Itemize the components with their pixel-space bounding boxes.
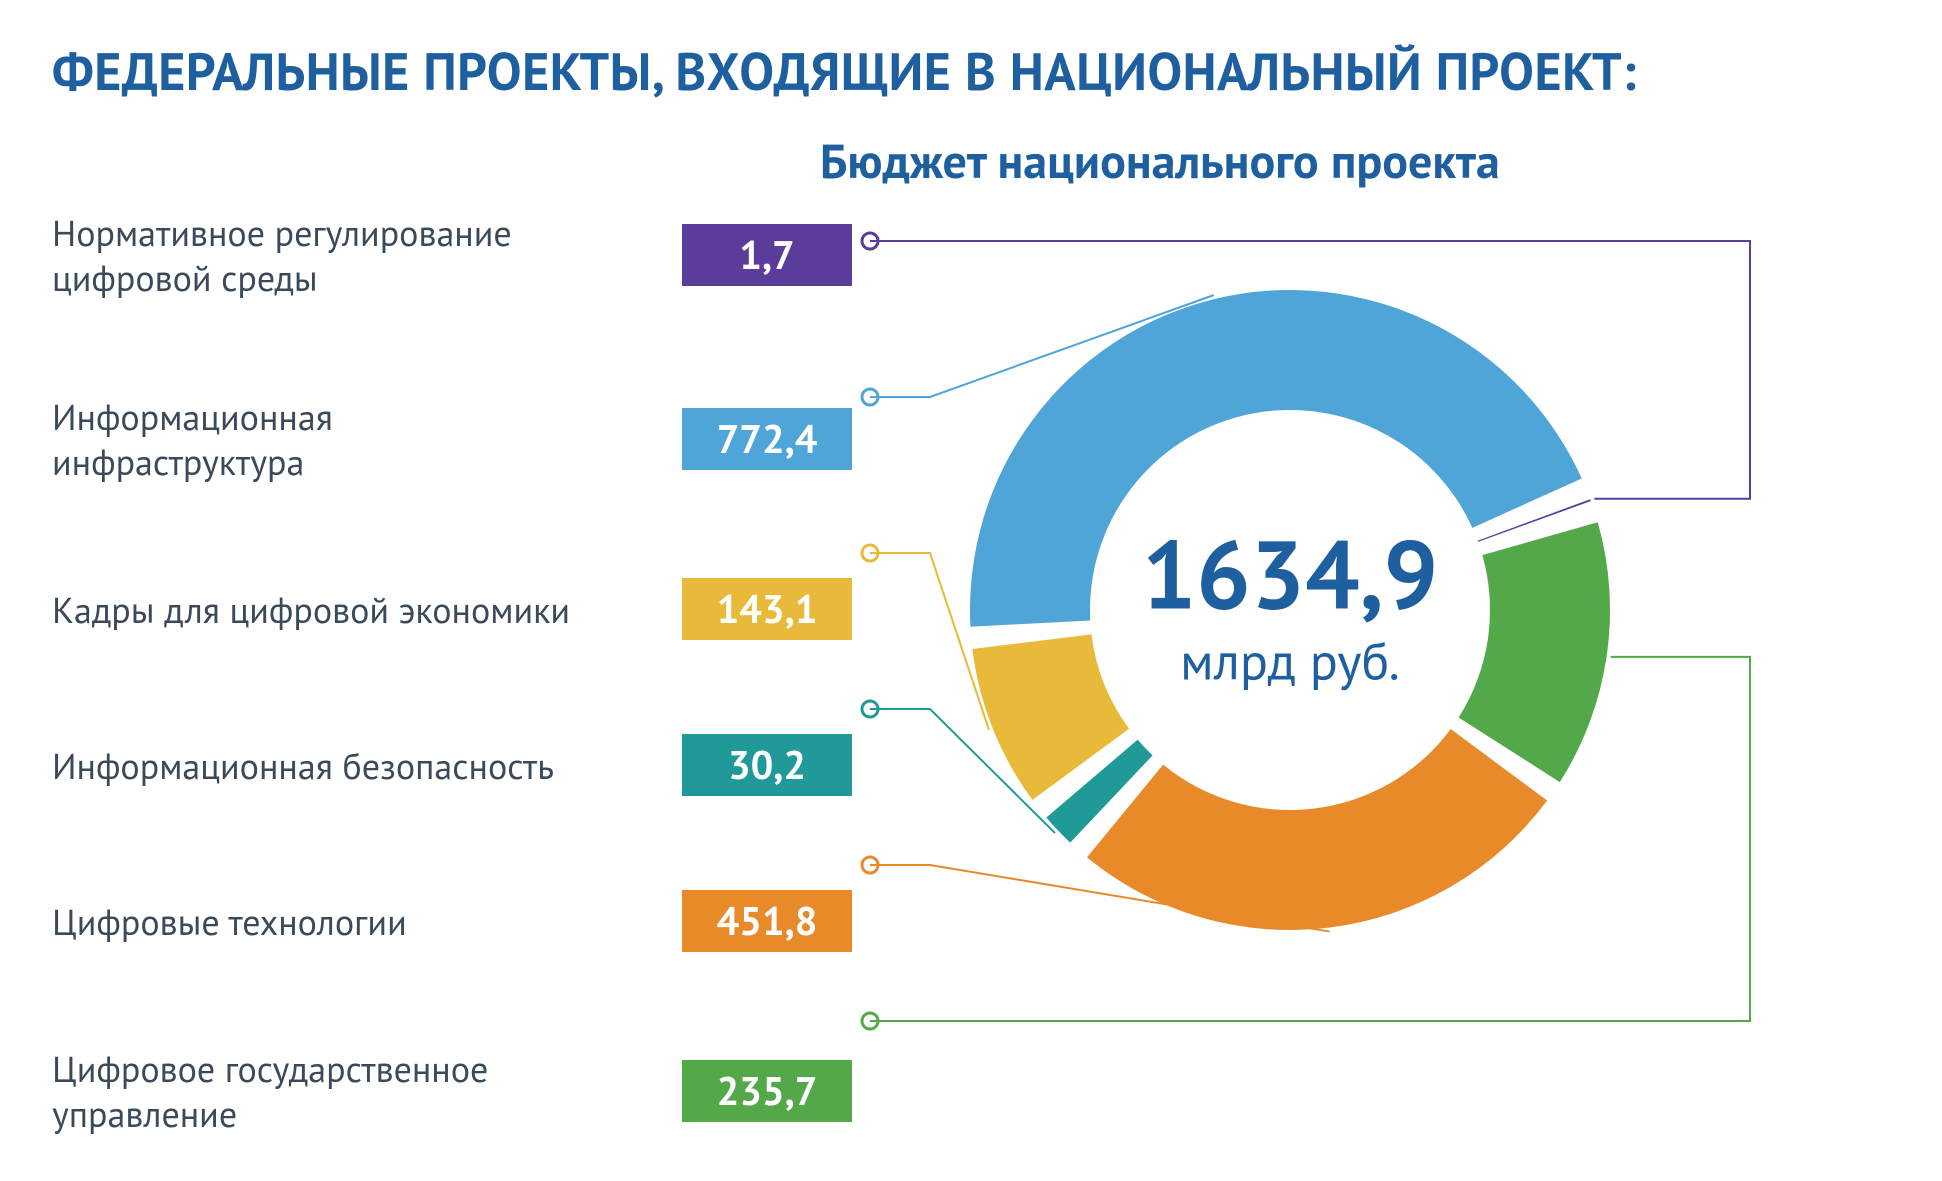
list-item: Цифровое государственное управление 235,7 — [52, 1046, 852, 1136]
list-item: Информационная инфраструктура 772,4 — [52, 394, 852, 484]
connector-marker — [862, 389, 878, 405]
connector-marker — [862, 857, 878, 873]
item-value-badge: 451,8 — [682, 890, 852, 952]
items-list: Нормативное регулирование цифровой среды… — [52, 210, 852, 1136]
connector-marker — [862, 701, 878, 717]
total-unit: млрд руб. — [1142, 628, 1438, 695]
item-value-badge: 143,1 — [682, 578, 852, 640]
item-label: Цифровые технологии — [52, 899, 407, 944]
item-value-badge: 1,7 — [682, 224, 852, 286]
list-item: Цифровые технологии 451,8 — [52, 890, 852, 952]
chart-subtitle: Бюджет национального проекта — [820, 130, 1500, 192]
connector-marker — [862, 233, 878, 249]
item-value-badge: 235,7 — [682, 1060, 852, 1122]
list-item: Информационная безопасность 30,2 — [52, 734, 852, 796]
item-label: Цифровое государственное управление — [52, 1046, 572, 1136]
total-label: 1634,9 млрд руб. — [1142, 526, 1438, 695]
connector-marker — [862, 1013, 878, 1029]
list-item: Кадры для цифровой экономики 143,1 — [52, 578, 852, 640]
donut-chart: 1634,9 млрд руб. — [940, 260, 1640, 960]
list-item: Нормативное регулирование цифровой среды… — [52, 210, 852, 300]
total-value: 1634,9 — [1142, 526, 1438, 622]
item-label: Нормативное регулирование цифровой среды — [52, 210, 572, 300]
donut-segment — [1087, 729, 1547, 930]
item-value-badge: 772,4 — [682, 408, 852, 470]
item-value-badge: 30,2 — [682, 734, 852, 796]
item-label: Информационная безопасность — [52, 743, 554, 788]
item-label: Информационная инфраструктура — [52, 394, 572, 484]
donut-segment — [1459, 522, 1610, 782]
item-label: Кадры для цифровой экономики — [52, 587, 570, 632]
page-title: ФЕДЕРАЛЬНЫЕ ПРОЕКТЫ, ВХОДЯЩИЕ В НАЦИОНАЛ… — [52, 38, 1637, 105]
connector-marker — [862, 545, 878, 561]
